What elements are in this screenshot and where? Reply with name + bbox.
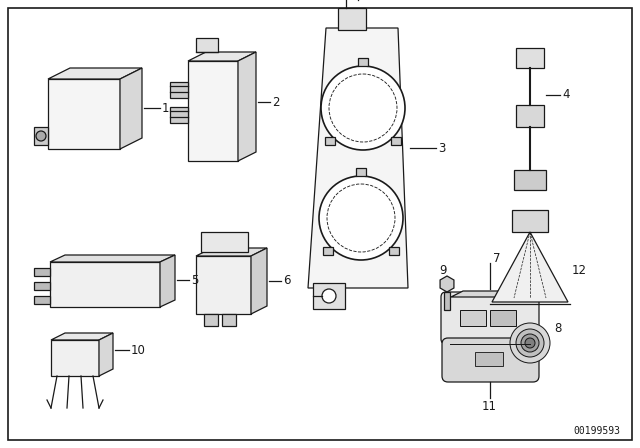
Bar bbox=[516, 48, 544, 68]
Polygon shape bbox=[451, 291, 541, 297]
Polygon shape bbox=[188, 52, 256, 61]
Bar bbox=[323, 246, 333, 254]
Text: 10: 10 bbox=[131, 344, 146, 357]
Bar bbox=[170, 107, 188, 123]
Text: 00199593: 00199593 bbox=[573, 426, 620, 436]
Polygon shape bbox=[440, 276, 454, 292]
Bar bbox=[516, 105, 544, 127]
Bar bbox=[48, 79, 120, 149]
Bar bbox=[313, 283, 345, 309]
Bar bbox=[326, 137, 335, 145]
Bar bbox=[358, 58, 368, 66]
Bar bbox=[34, 282, 50, 290]
Bar bbox=[338, 8, 366, 30]
Text: 7: 7 bbox=[493, 253, 500, 266]
Bar bbox=[444, 292, 450, 310]
Bar bbox=[196, 38, 218, 52]
Bar bbox=[188, 61, 238, 161]
Bar bbox=[512, 210, 548, 232]
Circle shape bbox=[322, 289, 336, 303]
FancyBboxPatch shape bbox=[442, 338, 539, 382]
Bar bbox=[196, 256, 251, 314]
Circle shape bbox=[319, 176, 403, 260]
Bar bbox=[390, 137, 401, 145]
Bar bbox=[170, 82, 188, 98]
Text: 3: 3 bbox=[438, 142, 445, 155]
Text: 4: 4 bbox=[562, 89, 570, 102]
Polygon shape bbox=[492, 232, 568, 302]
Circle shape bbox=[321, 66, 405, 150]
Bar bbox=[490, 310, 516, 326]
Bar bbox=[514, 170, 546, 190]
Polygon shape bbox=[120, 68, 142, 149]
Polygon shape bbox=[196, 248, 267, 256]
Bar bbox=[51, 340, 99, 376]
Circle shape bbox=[521, 334, 539, 352]
Text: 6: 6 bbox=[283, 275, 291, 288]
Text: 11: 11 bbox=[482, 400, 497, 413]
Bar bbox=[34, 127, 48, 145]
Circle shape bbox=[525, 338, 535, 348]
FancyBboxPatch shape bbox=[441, 292, 539, 344]
Bar bbox=[475, 352, 503, 366]
Polygon shape bbox=[48, 68, 142, 79]
Polygon shape bbox=[51, 333, 113, 340]
Circle shape bbox=[510, 323, 550, 363]
Polygon shape bbox=[99, 333, 113, 376]
Polygon shape bbox=[308, 28, 408, 288]
Text: 9: 9 bbox=[439, 263, 447, 276]
Circle shape bbox=[36, 131, 46, 141]
Bar bbox=[34, 296, 50, 304]
Bar bbox=[222, 314, 236, 326]
Polygon shape bbox=[238, 52, 256, 161]
Text: 12: 12 bbox=[572, 263, 587, 276]
Text: 5: 5 bbox=[191, 273, 198, 287]
Polygon shape bbox=[251, 248, 267, 314]
Bar bbox=[388, 246, 399, 254]
Bar bbox=[460, 310, 486, 326]
Polygon shape bbox=[160, 255, 175, 307]
Circle shape bbox=[516, 329, 544, 357]
Bar bbox=[201, 232, 248, 252]
Text: 8: 8 bbox=[554, 323, 561, 336]
Bar bbox=[34, 268, 50, 276]
Polygon shape bbox=[50, 255, 175, 262]
Bar bbox=[356, 168, 366, 176]
Bar bbox=[204, 314, 218, 326]
Text: 2: 2 bbox=[272, 95, 280, 108]
Text: 1: 1 bbox=[162, 102, 170, 115]
Bar bbox=[50, 262, 160, 307]
